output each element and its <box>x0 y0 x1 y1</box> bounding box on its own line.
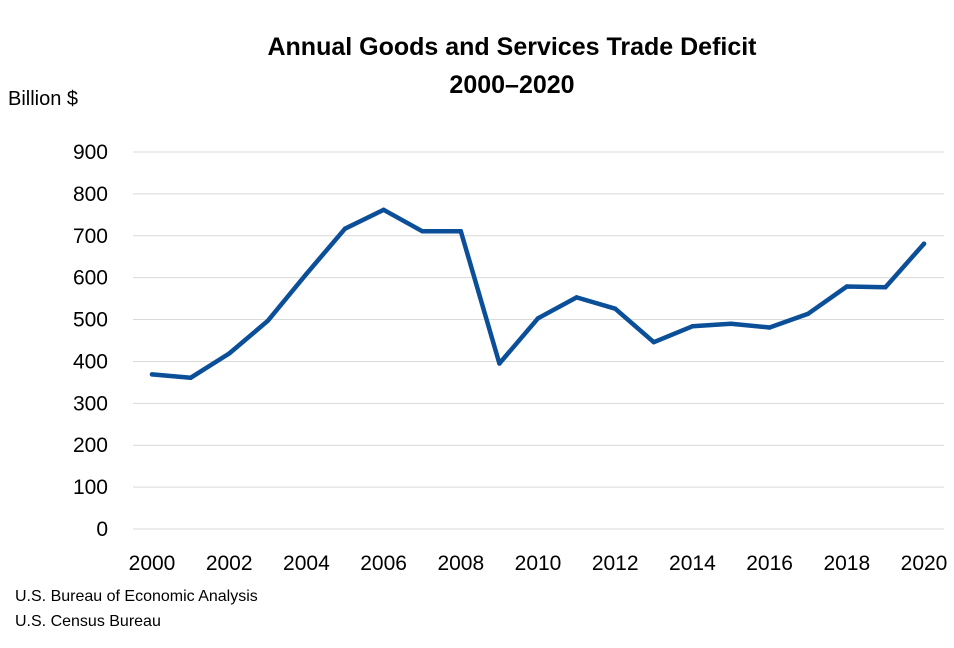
data-point-2017 <box>806 311 811 316</box>
data-point-2012 <box>613 306 618 311</box>
y-tick-label: 0 <box>96 518 108 541</box>
data-point-2005 <box>342 226 348 231</box>
data-points <box>149 207 927 380</box>
source-census: U.S. Census Bureau <box>15 613 161 630</box>
x-tick-label: 2010 <box>515 552 562 575</box>
data-point-2010 <box>535 316 541 321</box>
data-point-2011 <box>574 295 579 300</box>
data-point-2002 <box>227 351 232 356</box>
data-point-2014 <box>690 324 695 329</box>
x-axis-ticks: 2000 2002 2004 2006 2008 2010 2012 2014 2016 2018… <box>129 552 948 575</box>
data-point-2009 <box>497 361 502 366</box>
data-point-2020 <box>921 241 927 246</box>
y-tick-label: 700 <box>73 225 108 248</box>
data-point-2001 <box>188 375 193 380</box>
x-tick-label: 2016 <box>746 552 793 575</box>
x-tick-label: 2004 <box>283 552 330 575</box>
chart-title: Annual Goods and Services Trade Deficit <box>267 33 757 61</box>
data-point-2006 <box>381 207 386 213</box>
series-layer <box>149 207 927 381</box>
chart-subtitle: 2000–2020 <box>449 71 574 99</box>
data-point-2015 <box>728 321 734 326</box>
data-point-2003 <box>265 318 270 324</box>
data-point-2000 <box>149 372 155 377</box>
data-point-2016 <box>767 325 772 330</box>
x-tick-label: 2014 <box>669 552 716 575</box>
source-bea: U.S. Bureau of Economic Analysis <box>15 588 258 605</box>
data-point-2007 <box>420 228 425 234</box>
data-point-2004 <box>304 271 309 277</box>
series-line <box>149 207 927 381</box>
y-tick-label: 600 <box>73 267 108 290</box>
y-axis-ticks: 0 100 200 300 400 500 600 700 800 900 <box>73 141 108 541</box>
y-tick-label: 900 <box>73 141 108 164</box>
y-tick-label: 500 <box>73 309 108 332</box>
data-point-2018 <box>844 284 849 289</box>
data-point-2008 <box>458 228 463 234</box>
x-tick-label: 2000 <box>129 552 176 575</box>
x-tick-label: 2006 <box>360 552 407 575</box>
x-tick-label: 2020 <box>901 552 948 575</box>
data-point-2013 <box>651 339 656 345</box>
data-point-2019 <box>883 285 888 290</box>
y-tick-label: 200 <box>73 434 108 457</box>
y-tick-label: 300 <box>73 392 108 415</box>
x-tick-label: 2018 <box>823 552 870 575</box>
gridlines <box>133 151 944 530</box>
y-axis-label: Billion $ <box>8 88 78 110</box>
x-tick-label: 2008 <box>437 552 484 575</box>
x-tick-label: 2012 <box>592 552 639 575</box>
x-tick-label: 2002 <box>206 552 253 575</box>
y-tick-label: 400 <box>73 350 108 373</box>
y-tick-label: 100 <box>73 476 108 499</box>
y-tick-label: 800 <box>73 183 108 206</box>
